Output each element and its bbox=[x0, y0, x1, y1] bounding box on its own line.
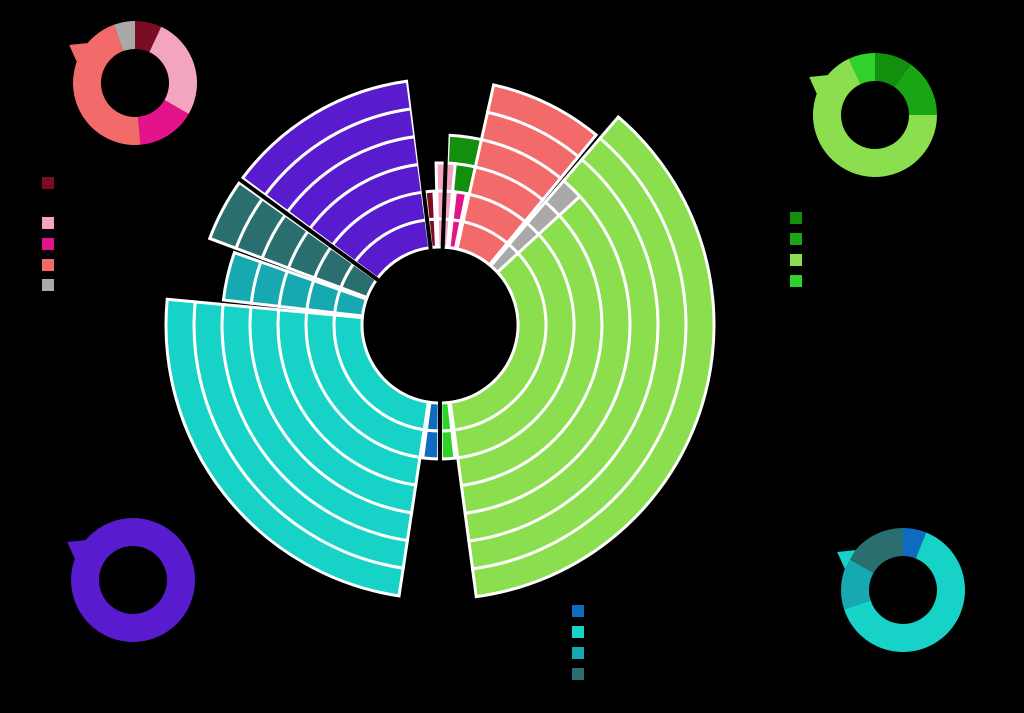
academic-pct-label: 13% bbox=[103, 568, 163, 591]
third-sector-panel: 35% bbox=[828, 515, 978, 665]
public-legend: Public Sector Swiss Federal Administratio… bbox=[790, 185, 1020, 293]
legend-item: Think Tanks bbox=[572, 644, 792, 663]
legend-item: Multinationals bbox=[42, 235, 217, 254]
legend-swatch bbox=[790, 275, 802, 287]
legend-swatch bbox=[42, 279, 54, 291]
legend-item: Consulting bbox=[42, 214, 217, 233]
legend-label: Banking, Finance & Insurance bbox=[60, 174, 217, 212]
legend-title: Third Sector bbox=[572, 578, 792, 596]
legend-swatch bbox=[572, 668, 584, 680]
legend-label: Foundations bbox=[590, 602, 659, 621]
legend-swatch bbox=[42, 259, 54, 271]
legend-item: Swiss Federal Administration bbox=[790, 209, 1020, 228]
legend-label: International Organisations bbox=[808, 251, 961, 270]
public-sector-panel: 37% bbox=[800, 40, 950, 190]
legend-item: Banking, Finance & Insurance bbox=[42, 174, 217, 212]
private-legend: Private Sector Banking, Finance & Insuran… bbox=[42, 150, 217, 297]
legend-item: Non-governmental bbox=[572, 623, 792, 642]
private-sector-panel: 15% bbox=[60, 8, 210, 158]
legend-label: Non-governmental bbox=[590, 623, 696, 642]
legend-item: SMEs/Other bbox=[42, 256, 217, 275]
academic-legend: Academic Sector bbox=[65, 648, 285, 672]
legend-label: SMEs/Other bbox=[60, 256, 130, 275]
public-pct-label: 37% bbox=[845, 103, 905, 126]
third-pct-label: 35% bbox=[873, 578, 933, 601]
legend-swatch bbox=[42, 177, 54, 189]
legend-label: Media bbox=[60, 276, 96, 295]
legend-label: Consulting bbox=[60, 214, 121, 233]
legend-label: Swiss Federal Administration bbox=[808, 209, 974, 228]
legend-label: Other bbox=[808, 272, 840, 291]
legend-label: Foreign Governments bbox=[808, 230, 930, 249]
legend-swatch bbox=[42, 217, 54, 229]
legend-swatch bbox=[572, 626, 584, 638]
legend-label: Associations bbox=[590, 665, 662, 684]
legend-item: Other bbox=[790, 272, 1020, 291]
legend-item: Foreign Governments bbox=[790, 230, 1020, 249]
legend-title: Public Sector bbox=[790, 185, 1020, 203]
legend-item: Associations bbox=[572, 665, 792, 684]
legend-swatch bbox=[790, 212, 802, 224]
legend-title: Academic Sector bbox=[65, 648, 285, 666]
legend-label: Multinationals bbox=[60, 235, 142, 254]
third-legend: Third Sector Foundations Non-governmental T… bbox=[572, 578, 792, 686]
legend-swatch bbox=[790, 254, 802, 266]
legend-item: Foundations bbox=[572, 602, 792, 621]
legend-swatch bbox=[790, 233, 802, 245]
legend-swatch bbox=[572, 647, 584, 659]
legend-item: Media bbox=[42, 276, 217, 295]
academic-sector-panel: 13% bbox=[58, 505, 208, 655]
legend-swatch bbox=[42, 238, 54, 250]
legend-item: International Organisations bbox=[790, 251, 1020, 270]
legend-swatch bbox=[572, 605, 584, 617]
private-pct-label: 15% bbox=[105, 71, 165, 94]
legend-title: Private Sector bbox=[42, 150, 217, 168]
legend-label: Think Tanks bbox=[590, 644, 660, 663]
